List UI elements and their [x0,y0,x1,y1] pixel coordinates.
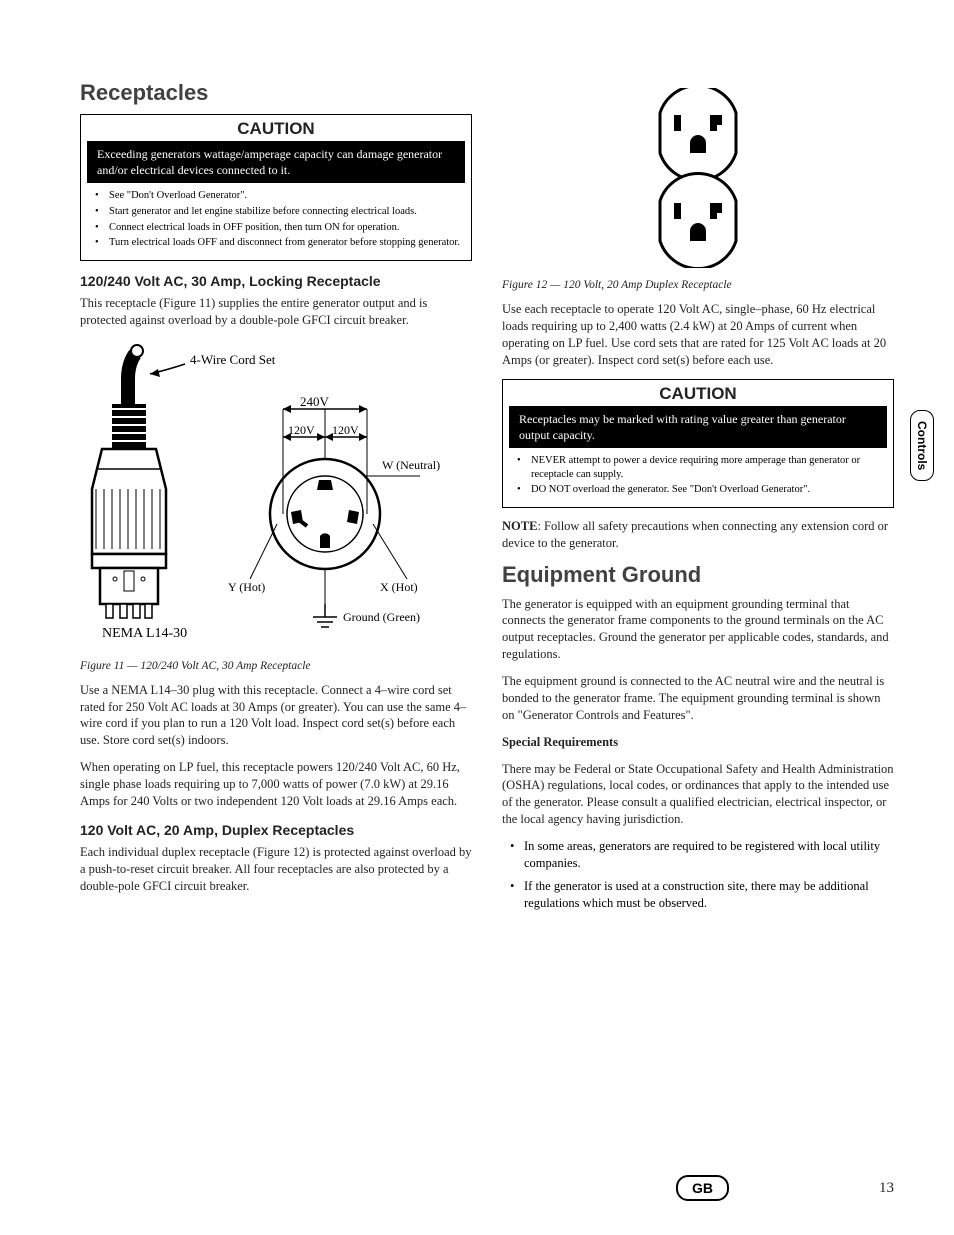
caution-item: DO NOT overload the generator. See "Don'… [511,483,885,497]
body-text: There may be Federal or State Occupation… [502,761,894,829]
list-item: In some areas, generators are required t… [502,838,894,872]
equipment-ground-heading: Equipment Ground [502,562,894,588]
caution-list: NEVER attempt to power a device requirin… [503,448,893,507]
body-text: The generator is equipped with an equipm… [502,596,894,664]
body-text: This receptacle (Figure 11) supplies the… [80,295,472,329]
receptacles-heading: Receptacles [80,80,472,106]
left-column: Receptacles CAUTION Exceeding generators… [80,80,472,922]
requirements-list: In some areas, generators are required t… [502,838,894,912]
caution-item: Connect electrical loads in OFF position… [89,221,463,235]
language-badge: GB [676,1175,729,1201]
receptacle-diagram-icon: 4-Wire Cord Set [80,339,450,649]
caution-item: Start generator and let engine stabilize… [89,205,463,219]
caution-banner: Exceeding generators wattage/amperage ca… [87,141,465,183]
figure-12 [502,88,894,273]
note-body: : Follow all safety precautions when con… [502,519,888,550]
right-column: Figure 12 — 120 Volt, 20 Amp Duplex Rece… [502,80,894,922]
duplex-receptacle-icon [633,88,763,268]
svg-text:NEMA L14-30: NEMA L14-30 [102,626,187,641]
caution-title: CAUTION [503,380,893,406]
body-text: Use each receptacle to operate 120 Volt … [502,301,894,369]
svg-text:120V: 120V [332,423,359,437]
note-text: NOTE: Follow all safety precautions when… [502,518,894,552]
figure-11: 4-Wire Cord Set [80,339,472,672]
note-label: NOTE [502,519,537,533]
caution-box-2: CAUTION Receptacles may be marked with r… [502,379,894,508]
body-text: Each individual duplex receptacle (Figur… [80,844,472,895]
caution-banner: Receptacles may be marked with rating va… [509,406,887,448]
locking-receptacle-heading: 120/240 Volt AC, 30 Amp, Locking Recepta… [80,273,472,289]
section-tab: Controls [910,410,934,481]
svg-text:W (Neutral): W (Neutral) [382,458,440,472]
list-item: If the generator is used at a constructi… [502,878,894,912]
caution-box-1: CAUTION Exceeding generators wattage/amp… [80,114,472,261]
figure-11-caption: Figure 11 — 120/240 Volt AC, 30 Amp Rece… [80,660,472,672]
caution-item: Turn electrical loads OFF and disconnect… [89,236,463,250]
body-text: The equipment ground is connected to the… [502,673,894,724]
svg-text:X (Hot): X (Hot) [380,580,418,594]
caution-item: See "Don't Overload Generator". [89,189,463,203]
body-text: Use a NEMA L14–30 plug with this recepta… [80,682,472,750]
special-requirements-heading: Special Requirements [502,734,894,751]
svg-text:Y (Hot): Y (Hot) [228,580,265,594]
page-number: 13 [879,1180,894,1197]
svg-text:120V: 120V [288,423,315,437]
figure-12-caption: Figure 12 — 120 Volt, 20 Amp Duplex Rece… [502,279,894,291]
page-footer: GB 13 [676,1175,894,1201]
caution-title: CAUTION [81,115,471,141]
caution-item: NEVER attempt to power a device requirin… [511,454,885,481]
body-text: When operating on LP fuel, this receptac… [80,759,472,810]
caution-list: See "Don't Overload Generator". Start ge… [81,183,471,260]
svg-text:Ground (Green): Ground (Green) [343,610,420,624]
wire-label: 4-Wire Cord Set [190,352,276,367]
svg-text:240V: 240V [300,394,330,409]
duplex-receptacle-heading: 120 Volt AC, 20 Amp, Duplex Receptacles [80,822,472,838]
